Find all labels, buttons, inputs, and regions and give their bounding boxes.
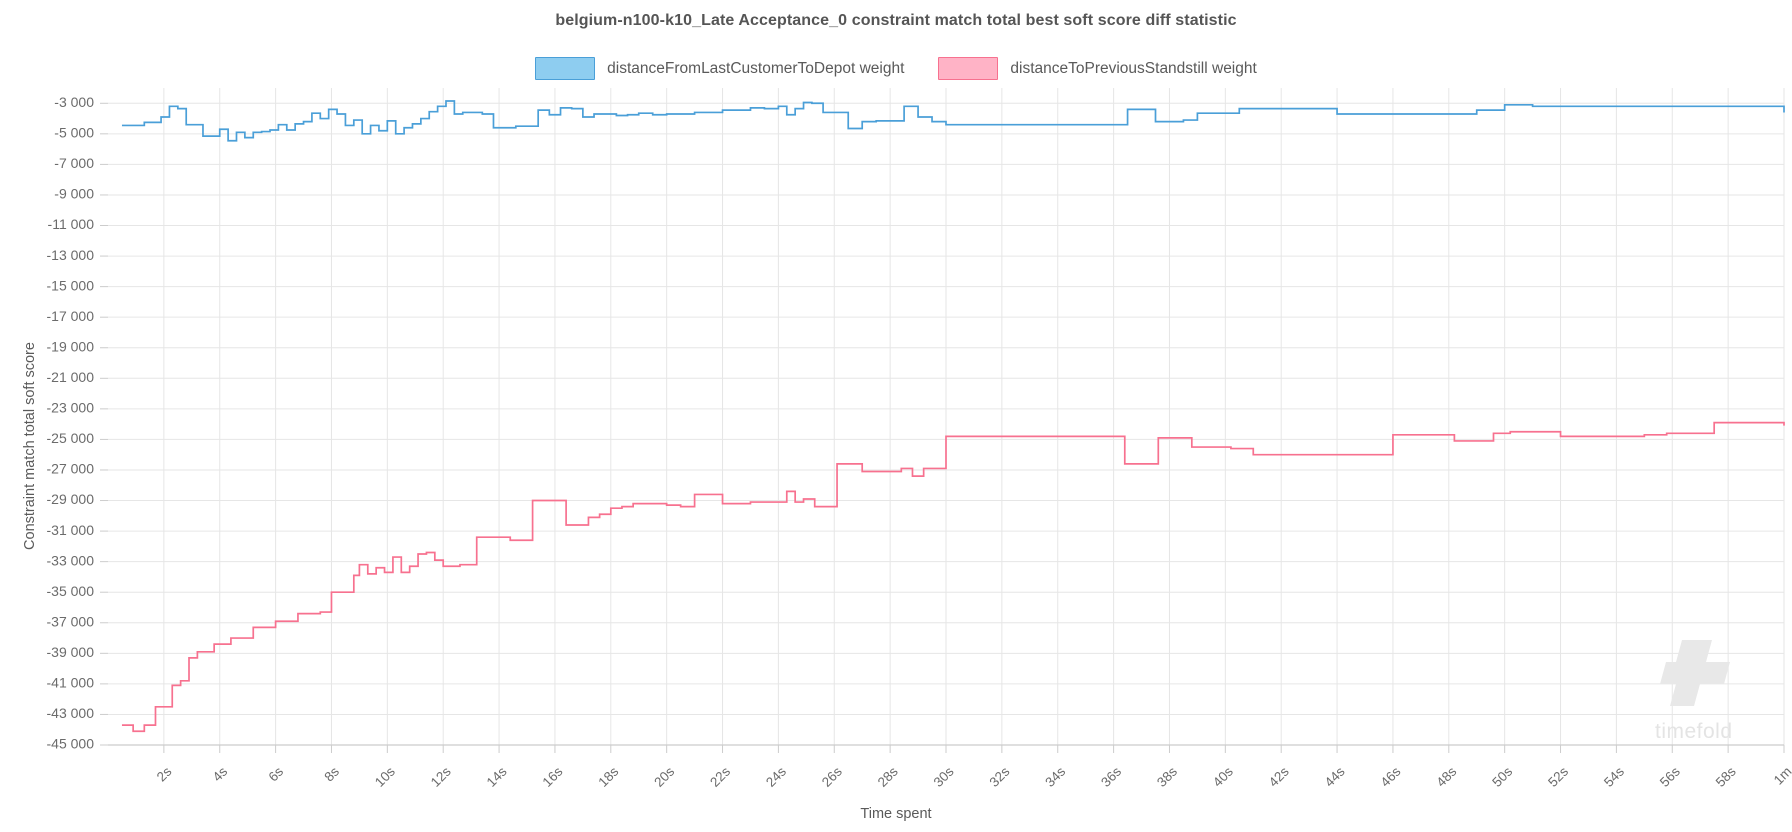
y-tick-label: -21 000 <box>47 369 95 385</box>
x-tick-label: 50s <box>1489 764 1515 790</box>
y-tick-label: -33 000 <box>47 552 95 568</box>
grid-lines <box>108 88 1785 746</box>
x-tick-label: 58s <box>1713 764 1739 790</box>
y-tick-label: -23 000 <box>47 400 95 416</box>
y-tick-label: -15 000 <box>47 277 95 293</box>
series-line-1 <box>121 421 1785 733</box>
legend-swatch-pink <box>938 57 999 80</box>
y-tick-label: -31 000 <box>47 522 95 538</box>
series-line-0 <box>121 100 1785 142</box>
x-axis-title: Time spent <box>860 806 932 822</box>
x-tick-label: 38s <box>1154 764 1180 790</box>
x-tick-label: 1m <box>1771 764 1792 788</box>
y-tick-label: -7 000 <box>54 155 94 171</box>
y-tick-label: -11 000 <box>48 216 95 232</box>
y-tick-label: -37 000 <box>47 613 95 629</box>
y-tick-label: -27 000 <box>47 461 95 477</box>
y-tick-label: -41 000 <box>47 675 95 691</box>
y-tick-label: -39 000 <box>47 644 95 660</box>
y-tick-label: -19 000 <box>47 338 95 354</box>
x-tick-label: 20s <box>651 764 677 790</box>
legend-swatch-blue <box>535 57 596 80</box>
x-tick-label: 26s <box>819 764 845 790</box>
y-tick-label: -17 000 <box>47 308 95 324</box>
y-axis-ticks: -3 000 -5 000 -7 000 -9 000 -11 000 -13 000 -1… <box>47 94 108 752</box>
y-tick-label: -25 000 <box>47 430 95 446</box>
chart-legend: distanceFromLastCustomerToDepot weight d… <box>0 57 1792 80</box>
x-tick-label: 40s <box>1210 764 1236 790</box>
x-tick-label: 42s <box>1266 764 1292 790</box>
legend-label-0: distanceFromLastCustomerToDepot weight <box>607 59 905 77</box>
y-tick-label: -3 000 <box>54 94 94 110</box>
x-tick-label: 12s <box>428 764 454 790</box>
x-tick-label: 6s <box>266 764 287 785</box>
x-tick-label: 4s <box>210 764 231 785</box>
x-tick-label: 46s <box>1378 764 1404 790</box>
y-tick-label: -45 000 <box>47 736 95 752</box>
y-tick-label: -29 000 <box>47 491 95 507</box>
y-tick-label: -13 000 <box>47 247 95 263</box>
chart-title: belgium-n100-k10_Late Acceptance_0 const… <box>555 12 1237 29</box>
x-tick-label: 36s <box>1098 764 1124 790</box>
x-tick-label: 16s <box>540 764 566 790</box>
x-tick-label: 24s <box>763 764 789 790</box>
x-tick-label: 14s <box>484 764 510 790</box>
x-axis-ticks: 2s 4s 6s 8s 10s 12s 14s 16s 18s 20s 22s 24s 26s 28s 30… <box>154 745 1792 790</box>
x-tick-label: 34s <box>1042 764 1068 790</box>
legend-item-0[interactable]: distanceFromLastCustomerToDepot weight <box>535 57 904 80</box>
x-tick-label: 18s <box>595 764 621 790</box>
y-tick-label: -5 000 <box>54 125 94 141</box>
x-tick-label: 8s <box>321 764 342 785</box>
x-tick-label: 30s <box>931 764 957 790</box>
x-tick-label: 54s <box>1601 764 1627 790</box>
legend-label-1: distanceToPreviousStandstill weight <box>1010 59 1257 77</box>
x-tick-label: 2s <box>154 764 175 785</box>
y-tick-label: -9 000 <box>54 186 94 202</box>
y-tick-label: -35 000 <box>47 583 95 599</box>
y-tick-label: -43 000 <box>47 705 95 721</box>
x-tick-label: 48s <box>1433 764 1459 790</box>
x-tick-label: 28s <box>875 764 901 790</box>
x-tick-label: 10s <box>372 764 398 790</box>
data-series <box>121 100 1785 733</box>
x-tick-label: 56s <box>1657 764 1683 790</box>
timefold-logo-mark <box>1660 640 1730 706</box>
x-tick-label: 22s <box>707 764 733 790</box>
watermark-label: timefold <box>1655 720 1733 743</box>
timefold-watermark-icon: timefold <box>1655 640 1733 743</box>
legend-item-1[interactable]: distanceToPreviousStandstill weight <box>938 57 1257 80</box>
x-tick-label: 32s <box>986 764 1012 790</box>
x-tick-label: 52s <box>1545 764 1571 790</box>
x-tick-label: 44s <box>1322 764 1348 790</box>
